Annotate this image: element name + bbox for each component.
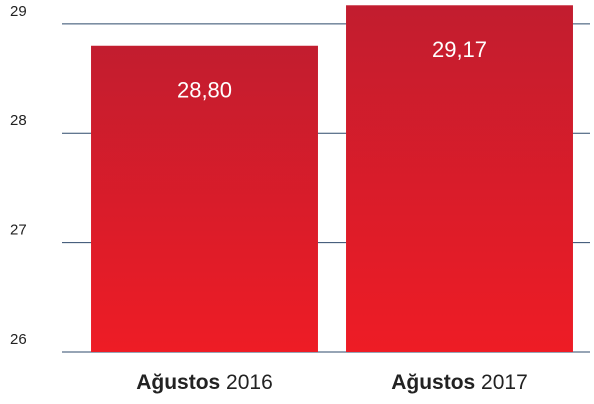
bar (346, 5, 573, 352)
x-tick-label: Ağustos 2016 (136, 371, 273, 394)
bar (91, 45, 318, 352)
value-label: 29,17 (432, 37, 487, 62)
y-tick-label: 26 (10, 331, 27, 348)
x-tick-label: Ağustos 2017 (391, 371, 528, 394)
value-label: 28,80 (177, 78, 232, 103)
y-tick-label: 29 (10, 3, 27, 20)
y-tick-label: 28 (10, 112, 27, 129)
y-tick-label: 27 (10, 222, 27, 239)
